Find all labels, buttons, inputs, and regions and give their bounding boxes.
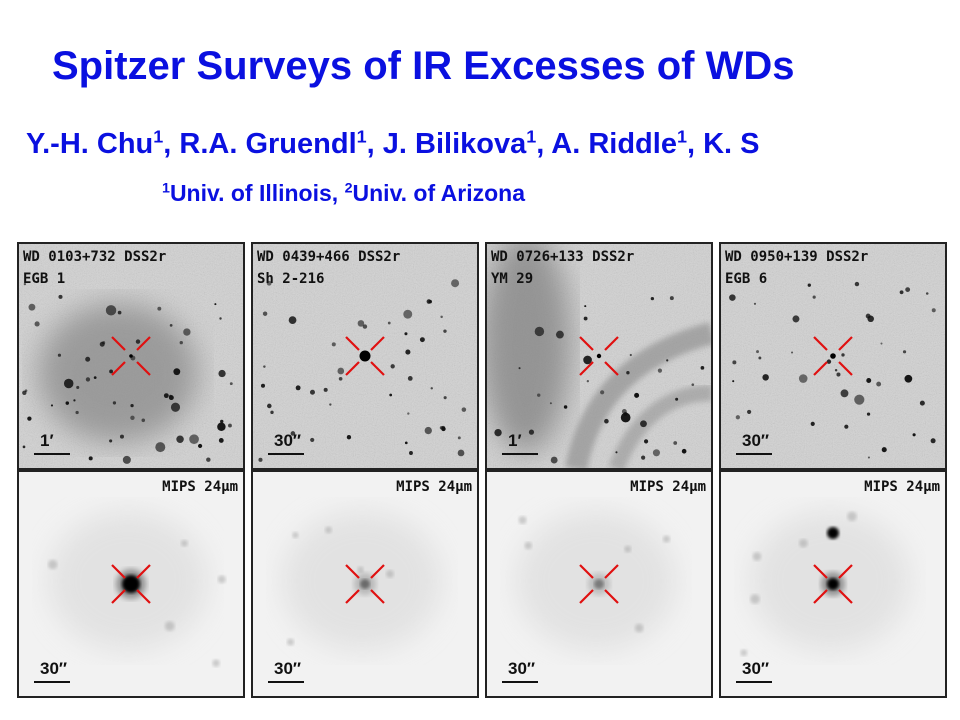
panel-mips-label-4: MIPS 24μm	[864, 479, 940, 495]
scale-bar-optical-3-label: 1′	[508, 431, 522, 450]
author-list: Y.-H. Chu1, R.A. Gruendl1, J. Bilikova1,…	[26, 126, 760, 161]
optical-panel-2: WD 0439+466 DSS2r Sh 2-216 30″	[252, 243, 478, 469]
panel-mips-label-3: MIPS 24μm	[630, 479, 706, 495]
white-dwarf-optical-4	[830, 353, 836, 359]
optical-panel-3: WD 0726+133 DSS2r YM 29 1′	[486, 243, 712, 469]
white-dwarf-ir-3	[594, 579, 604, 589]
affiliation-1: 1Univ. of Illinois,	[162, 180, 345, 206]
target-marker-ir-4	[813, 564, 853, 604]
scale-bar-ir-3-label: 30″	[508, 659, 535, 678]
author-3: J. Bilikova1,	[382, 126, 552, 160]
scale-bar-ir-4-label: 30″	[742, 659, 769, 678]
panel-nebula-label-4: EGB 6	[725, 271, 767, 287]
panel-frame-top-4	[719, 242, 947, 470]
mips-panel-1: MIPS 24μm 30″	[18, 471, 244, 697]
mips-panel-4: MIPS 24μm 30″	[720, 471, 946, 697]
author-1: Y.-H. Chu1,	[26, 126, 180, 160]
slide-title: Spitzer Surveys of IR Excesses of WDs	[52, 44, 795, 88]
target-marker-optical-2	[345, 336, 385, 376]
panel-wd-label-3: WD 0726+133 DSS2r	[491, 249, 634, 265]
target-marker-ir-2	[345, 564, 385, 604]
target-marker-optical-3	[579, 336, 619, 376]
affiliations: 1Univ. of Illinois, 2Univ. of Arizona	[162, 180, 525, 207]
author-2: R.A. Gruendl1,	[179, 126, 383, 160]
mips-panel-2: MIPS 24μm 30″	[252, 471, 478, 697]
panel-frame-top-3	[485, 242, 713, 470]
panel-frame-bottom-3	[485, 470, 713, 698]
white-dwarf-ir-1	[122, 575, 140, 593]
scale-bar-ir-1-label: 30″	[40, 659, 67, 678]
panel-frame-top-1	[17, 242, 245, 470]
target-marker-ir-1	[111, 564, 151, 604]
panel-frame-bottom-4	[719, 470, 947, 698]
target-marker-ir-3	[579, 564, 619, 604]
optical-panel-4: WD 0950+139 DSS2r EGB 6 30″	[720, 243, 946, 469]
target-marker-optical-1	[111, 336, 151, 376]
panel-wd-label-4: WD 0950+139 DSS2r	[725, 249, 868, 265]
panel-frame-bottom-1	[17, 470, 245, 698]
mips-panel-3: MIPS 24μm 30″	[486, 471, 712, 697]
affiliation-2: 2Univ. of Arizona	[344, 180, 526, 206]
panel-nebula-label-3: YM 29	[491, 271, 533, 287]
panel-mips-label-1: MIPS 24μm	[162, 479, 238, 495]
white-dwarf-ir-2	[360, 579, 370, 589]
panel-wd-label-2: WD 0439+466 DSS2r	[257, 249, 400, 265]
panel-nebula-label-1: EGB 1	[23, 271, 65, 287]
panel-frame-bottom-2	[251, 470, 479, 698]
white-dwarf-optical-3	[596, 353, 602, 359]
white-dwarf-optical-1	[129, 354, 133, 358]
target-marker-optical-4	[813, 336, 853, 376]
panel-mips-label-2: MIPS 24μm	[396, 479, 472, 495]
scale-bar-optical-1-label: 1′	[40, 431, 54, 450]
scale-bar-optical-4-label: 30″	[742, 431, 769, 450]
scale-bar-optical-2-label: 30″	[274, 431, 301, 450]
scale-bar-ir-2-label: 30″	[274, 659, 301, 678]
optical-panel-1: WD 0103+732 DSS2r EGB 1 1′	[18, 243, 244, 469]
ir-source-neighbor	[827, 527, 839, 539]
panel-nebula-label-2: Sh 2-216	[257, 271, 324, 287]
panel-frame-top-2	[251, 242, 479, 470]
white-dwarf-optical-2	[359, 350, 371, 362]
author-4: A. Riddle1,	[551, 126, 704, 160]
author-5: K. S	[703, 128, 760, 160]
panel-wd-label-1: WD 0103+732 DSS2r	[23, 249, 166, 265]
white-dwarf-ir-4	[827, 578, 839, 590]
